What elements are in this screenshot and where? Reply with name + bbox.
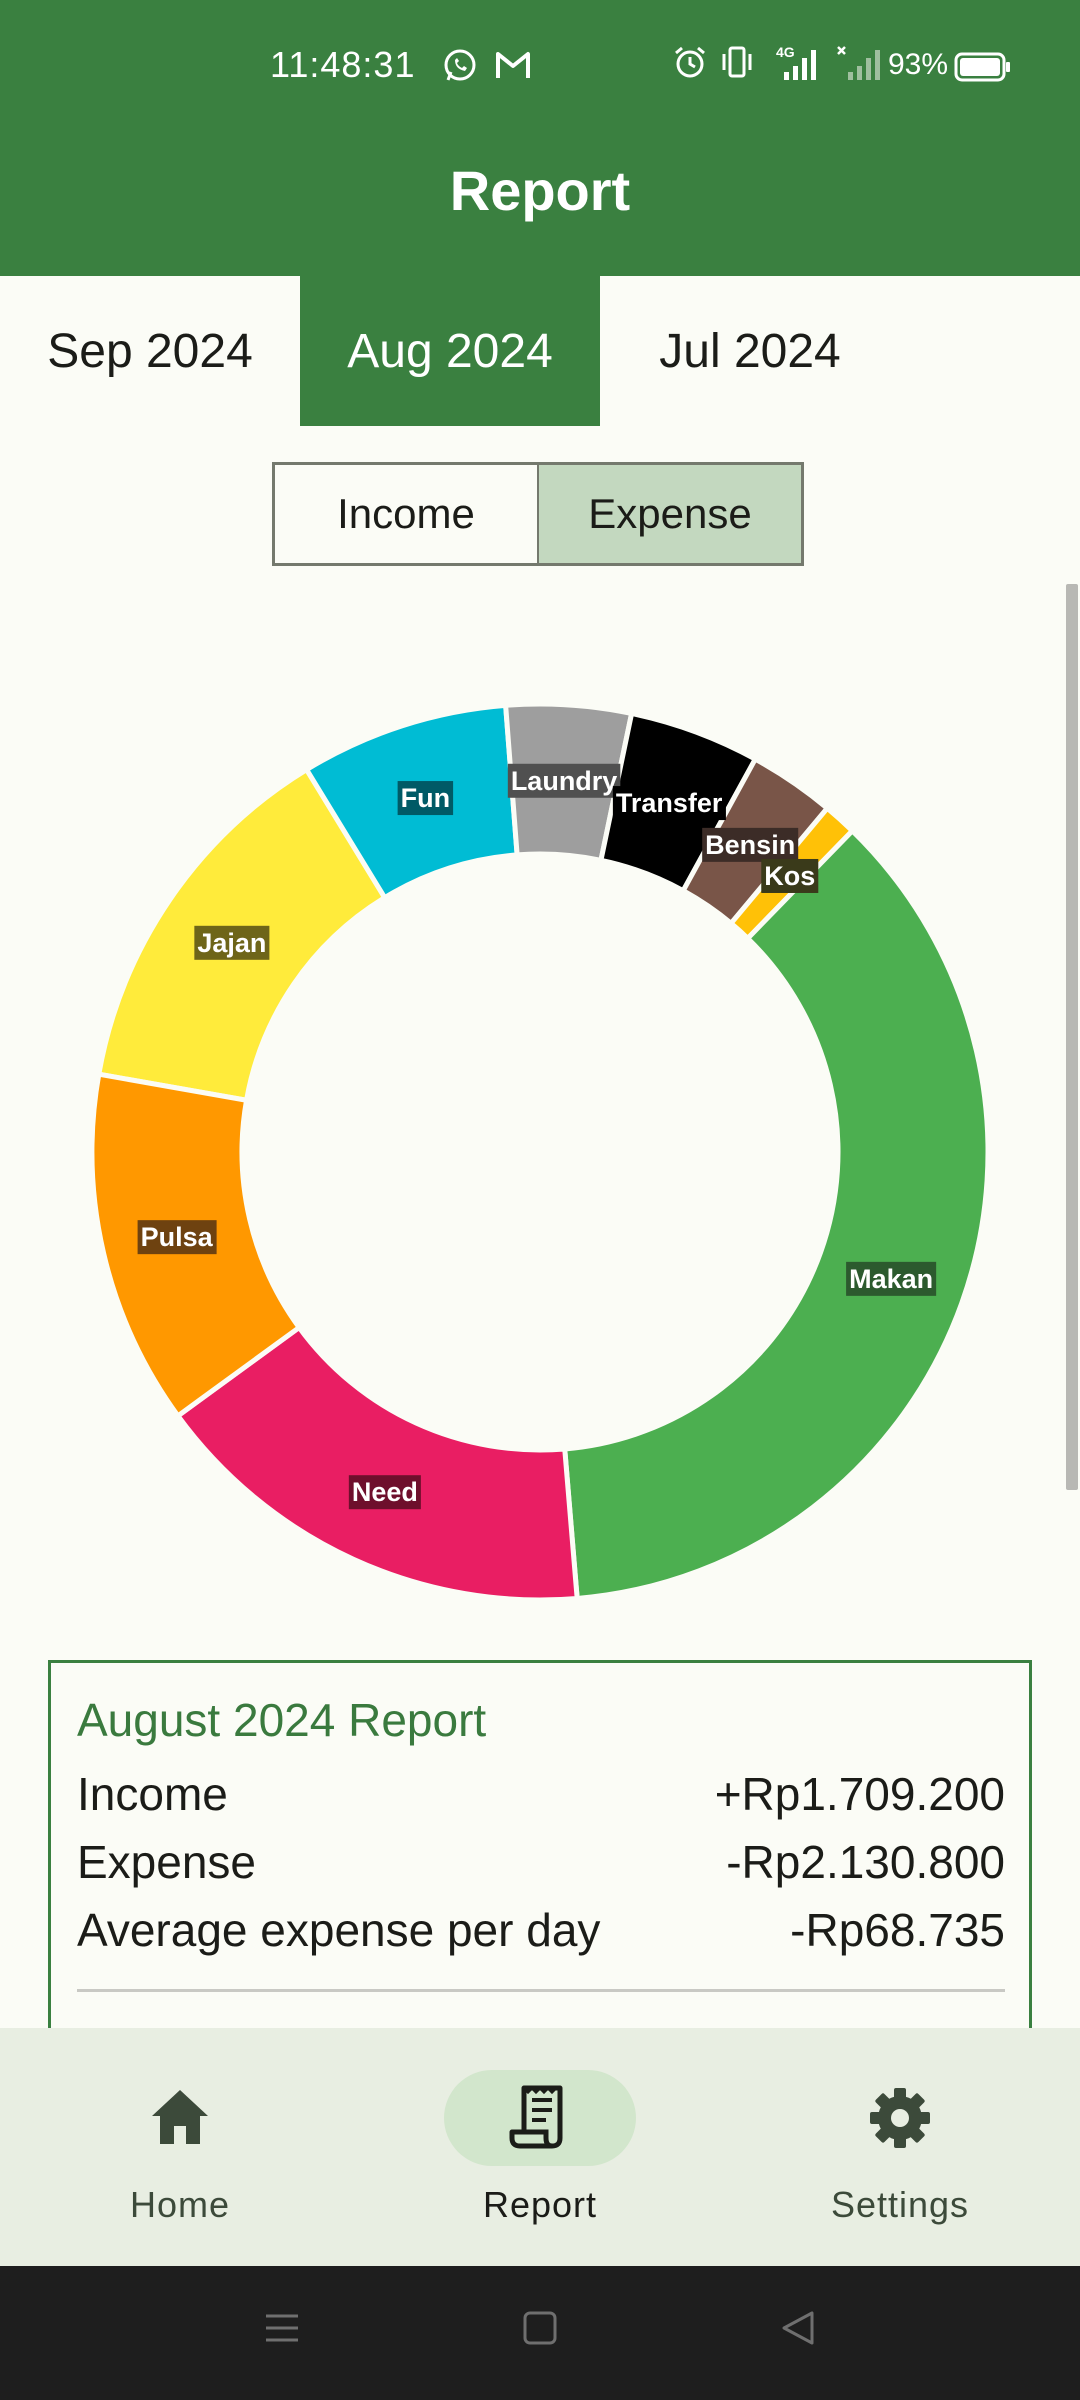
income-label: Income [77, 1768, 228, 1820]
slice-label-text: Transfer [616, 788, 723, 818]
slice-label-text: Makan [849, 1264, 933, 1294]
nav-home-label: Home [129, 2184, 231, 2225]
gear-icon [870, 2088, 930, 2148]
svg-text:4G: 4G [776, 44, 795, 60]
expense-label: Expense [77, 1836, 257, 1888]
menu-icon[interactable] [262, 2308, 302, 2348]
tab-sep-2024[interactable]: Sep 2024 [47, 324, 253, 378]
receipt-icon [509, 2085, 563, 2149]
vibrate-icon [722, 46, 752, 78]
slice-label-text: Pulsa [141, 1222, 214, 1252]
nav-home[interactable]: Home [0, 2028, 360, 2266]
slice-label-kos: Kos [761, 858, 819, 893]
home-icon [152, 2090, 208, 2144]
alarm-icon [675, 46, 705, 78]
slice-label-text: Bensin [705, 830, 795, 860]
expense-value: -Rp2.130.800 [726, 1836, 1005, 1888]
slice-label-need: Need [348, 1475, 421, 1510]
home-square-icon[interactable] [520, 2308, 560, 2348]
back-triangle-icon[interactable] [778, 2308, 818, 2348]
nav-report[interactable]: Report [360, 2028, 720, 2266]
system-navigation-bar [0, 2266, 1080, 2400]
slice-label-background [702, 827, 799, 862]
slice-label-jajan: Jajan [194, 925, 270, 960]
slice-label-transfer: Transfer [612, 786, 726, 821]
donut-slice-makan[interactable] [562, 827, 991, 1600]
page-title: Report [449, 159, 631, 222]
slice-label-text: Fun [401, 783, 450, 813]
slice-label-text: Kos [764, 861, 815, 891]
slice-label-text: Jajan [197, 928, 266, 958]
slice-label-background [397, 781, 454, 816]
tab-jul-2024[interactable]: Jul 2024 [659, 324, 841, 378]
bottom-navigation: Home Report Settings [0, 2028, 1080, 2266]
status-time: 11:48:31 [270, 44, 416, 85]
slice-label-background [137, 1220, 217, 1255]
average-label: Average expense per day [77, 1904, 601, 1956]
nav-settings[interactable]: Settings [720, 2028, 1080, 2266]
slice-label-background [348, 1475, 421, 1510]
slice-label-text: Need [352, 1477, 418, 1507]
average-value: -Rp68.735 [790, 1904, 1005, 1956]
gmail-icon [496, 52, 530, 78]
slice-label-background [507, 763, 621, 798]
report-title: August 2024 Report [77, 1694, 487, 1746]
slice-label-bensin: Bensin [702, 827, 799, 862]
slice-label-makan: Makan [846, 1261, 937, 1296]
signal-4g-icon: 4G [776, 44, 816, 80]
slice-label-background [761, 858, 819, 893]
income-value: +Rp1.709.200 [714, 1768, 1005, 1820]
battery-percent: 93% [888, 48, 949, 81]
income-toggle-button[interactable]: Income [272, 462, 538, 566]
tab-aug-2024[interactable]: Aug 2024 [300, 276, 600, 426]
whatsapp-icon [444, 49, 476, 81]
signal-no-sim-icon [837, 46, 880, 80]
slice-label-laundry: Laundry [507, 763, 621, 798]
slice-label-pulsa: Pulsa [137, 1220, 217, 1255]
nav-settings-label: Settings [830, 2184, 970, 2225]
scrollbar[interactable] [1066, 584, 1078, 1490]
app-header: 11:48:31 4G 93% Repor [0, 0, 1080, 276]
slice-label-text: Laundry [511, 766, 618, 796]
slice-label-background [612, 786, 726, 821]
report-summary-card: August 2024 Report Income +Rp1.709.200 E… [48, 1660, 1032, 2040]
divider [77, 1989, 1005, 1992]
nav-report-label: Report [482, 2184, 598, 2225]
slice-label-fun: Fun [397, 781, 454, 816]
expense-toggle-button[interactable]: Expense [538, 462, 804, 566]
donut-slice-need[interactable] [174, 1324, 580, 1600]
battery-icon [954, 52, 1010, 82]
slice-label-background [194, 925, 270, 960]
slice-label-background [846, 1261, 937, 1296]
